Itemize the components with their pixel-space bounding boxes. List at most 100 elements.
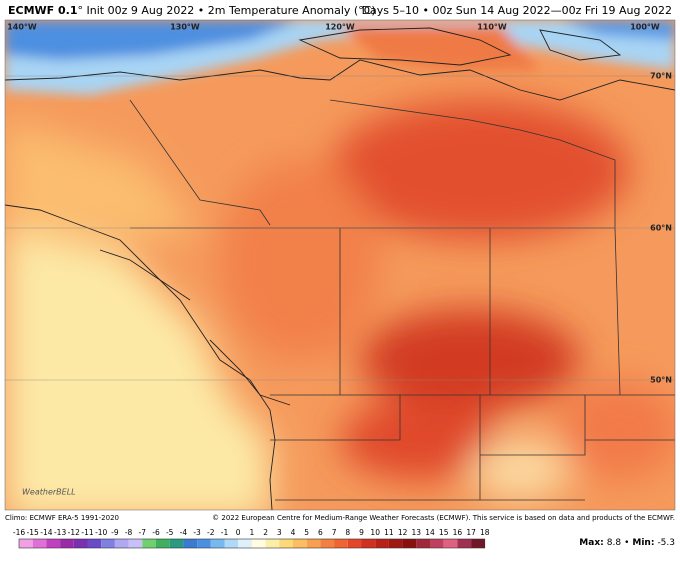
colorbar-label: 6 xyxy=(318,528,323,537)
lat-labels: 70°N 60°N 50°N xyxy=(650,72,672,385)
title-left: ECMWF 0.1° Init 00z 9 Aug 2022 • 2m Temp… xyxy=(8,4,376,17)
colorbar-label: -13 xyxy=(54,528,66,537)
colorbar-segment xyxy=(60,539,74,548)
colorbar-label: 7 xyxy=(332,528,337,537)
colorbar-label: -6 xyxy=(152,528,160,537)
colorbar-label: -5 xyxy=(166,528,174,537)
colorbar-label: -14 xyxy=(40,528,52,537)
colorbar-segment xyxy=(388,539,403,548)
lon-label: 120°W xyxy=(325,23,355,32)
colorbar-label: 15 xyxy=(439,528,449,537)
colorbar-label: 2 xyxy=(263,528,268,537)
max-label: Max: xyxy=(579,538,603,548)
colorbar-segment xyxy=(128,539,143,548)
lon-label: 140°W xyxy=(7,23,37,32)
colorbar-segment xyxy=(443,539,458,548)
stats: Max: 8.8 • Min: -5.3 xyxy=(579,538,675,548)
copyright: © 2022 European Centre for Medium-Range … xyxy=(212,514,675,522)
colorbar-segment xyxy=(320,539,335,548)
colorbar-segment xyxy=(279,539,293,548)
colorbar-segment xyxy=(224,539,239,548)
colorbar-label: -10 xyxy=(95,528,107,537)
colorbar-label: 8 xyxy=(345,528,350,537)
colorbar-label: 10 xyxy=(370,528,380,537)
colorbar-label: -4 xyxy=(180,528,188,537)
colorbar-segment xyxy=(87,539,102,548)
max-value: 8.8 xyxy=(607,538,622,548)
colorbar-segment xyxy=(293,539,307,548)
colorbar-segment xyxy=(183,539,198,548)
climo: Climo: ECMWF ERA-5 1991-2020 xyxy=(5,514,119,522)
colorbar-label: 9 xyxy=(359,528,364,537)
colorbar-segment xyxy=(265,539,280,548)
colorbar-segment xyxy=(114,539,129,548)
colorbar-segment xyxy=(251,539,266,548)
colorbar-label: 13 xyxy=(412,528,422,537)
colorbar-label: -1 xyxy=(221,528,229,537)
colorbar-segment xyxy=(347,539,362,548)
colorbar-segment xyxy=(334,539,348,548)
title-right: Days 5–10 • 00z Sun 14 Aug 2022—00z Fri … xyxy=(362,4,672,17)
colorbar-segment xyxy=(169,539,184,548)
colorbar-frame xyxy=(18,538,486,549)
title-rest: ° Init 00z 9 Aug 2022 • 2m Temperature A… xyxy=(78,4,376,17)
min-label: Min: xyxy=(632,538,654,548)
colorbar-label: -11 xyxy=(81,528,93,537)
colorbar-label: -16 xyxy=(13,528,25,537)
colorbar-segment xyxy=(101,539,115,548)
colorbar-segment xyxy=(430,539,444,548)
colorbar-segment xyxy=(156,539,170,548)
lon-label: 100°W xyxy=(630,23,660,32)
min-value: -5.3 xyxy=(657,538,675,548)
colorbar-segment xyxy=(32,539,47,548)
colorbar-segment xyxy=(361,539,376,548)
lat-label: 70°N xyxy=(650,72,672,81)
colorbar-label: 3 xyxy=(277,528,282,537)
colorbar-label: 1 xyxy=(250,528,255,537)
colorbar-segment xyxy=(402,539,417,548)
colorbar-label: -7 xyxy=(139,528,147,537)
colorbar-label: 16 xyxy=(453,528,463,537)
lat-label: 50°N xyxy=(650,376,672,385)
colorbar-segment xyxy=(19,539,33,548)
colorbar-label: -2 xyxy=(207,528,215,537)
model: ECMWF 0.1 xyxy=(8,4,78,17)
colorbar-label: -9 xyxy=(111,528,119,537)
map xyxy=(5,20,675,510)
lon-label: 110°W xyxy=(477,23,507,32)
colorbar-segment xyxy=(197,539,211,548)
colorbar-label: -12 xyxy=(68,528,80,537)
graticule xyxy=(5,75,675,381)
colorbar-label: 0 xyxy=(236,528,241,537)
lon-labels: 140°W 130°W 120°W 110°W 100°W xyxy=(7,23,660,32)
lat-label: 60°N xyxy=(650,224,672,233)
lon-label: 130°W xyxy=(170,23,200,32)
colorbar-segment xyxy=(471,539,485,548)
colorbar-label: 12 xyxy=(398,528,408,537)
colorbar-segment xyxy=(210,539,225,548)
colorbar-segment xyxy=(457,539,472,548)
colorbar-label: -15 xyxy=(27,528,39,537)
colorbar: -16 -15 -14 -13 -12 -11 -10 -9 -8 -7 -6 -5 -4 -3 -2 -1 0… xyxy=(13,528,490,549)
colorbar-segment xyxy=(73,539,88,548)
colorbar-segment xyxy=(238,539,252,548)
colorbar-segment xyxy=(375,539,389,548)
colorbar-segment xyxy=(46,539,61,548)
colorbar-label: -8 xyxy=(125,528,133,537)
sep: • xyxy=(624,538,629,548)
map-frame xyxy=(4,19,676,511)
colorbar-segment xyxy=(416,539,430,548)
colorbar-segment xyxy=(306,539,321,548)
colorbar-segment xyxy=(142,539,156,548)
colorbar-label: 4 xyxy=(291,528,296,537)
colorbar-label: 11 xyxy=(384,528,394,537)
colorbar-label: 17 xyxy=(466,528,476,537)
colorbar-label: 5 xyxy=(304,528,309,537)
sea-ice xyxy=(5,20,675,95)
colorbar-label: 18 xyxy=(480,528,490,537)
colorbar-label: 14 xyxy=(425,528,435,537)
logo: WeatherBELL xyxy=(22,488,76,497)
colorbar-label: -3 xyxy=(193,528,201,537)
